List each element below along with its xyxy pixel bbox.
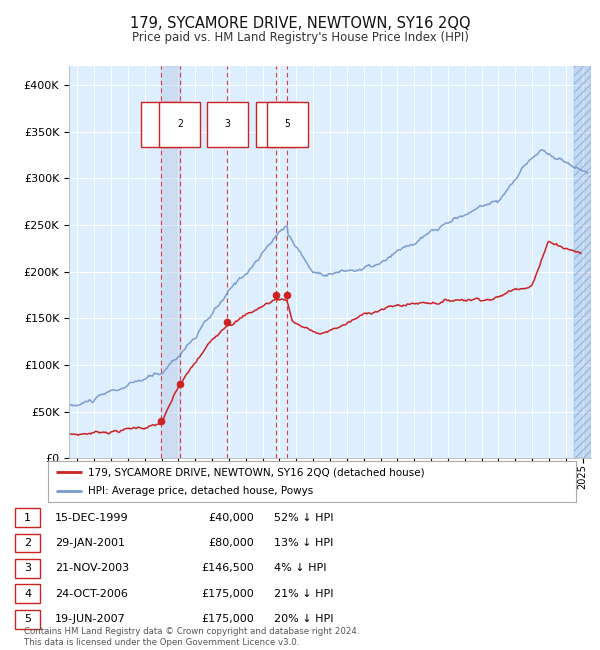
Text: 24-OCT-2006: 24-OCT-2006 xyxy=(55,589,128,599)
Text: HPI: Average price, detached house, Powys: HPI: Average price, detached house, Powy… xyxy=(88,486,313,496)
Text: 179, SYCAMORE DRIVE, NEWTOWN, SY16 2QQ (detached house): 179, SYCAMORE DRIVE, NEWTOWN, SY16 2QQ (… xyxy=(88,467,424,477)
Text: Price paid vs. HM Land Registry's House Price Index (HPI): Price paid vs. HM Land Registry's House … xyxy=(131,31,469,44)
Bar xyxy=(574,66,591,458)
Text: £146,500: £146,500 xyxy=(201,564,254,573)
Text: 15-DEC-1999: 15-DEC-1999 xyxy=(55,513,129,523)
Text: 4% ↓ HPI: 4% ↓ HPI xyxy=(274,564,326,573)
Text: £80,000: £80,000 xyxy=(208,538,254,548)
Text: 1: 1 xyxy=(24,513,31,523)
Text: 1: 1 xyxy=(158,119,164,129)
Text: £40,000: £40,000 xyxy=(208,513,254,523)
Text: 19-JUN-2007: 19-JUN-2007 xyxy=(55,614,126,624)
Text: 4: 4 xyxy=(274,119,279,129)
Text: 2: 2 xyxy=(24,538,31,548)
Text: 4: 4 xyxy=(24,589,31,599)
Text: 3: 3 xyxy=(24,564,31,573)
Text: 21-NOV-2003: 21-NOV-2003 xyxy=(55,564,130,573)
Text: Contains HM Land Registry data © Crown copyright and database right 2024.
This d: Contains HM Land Registry data © Crown c… xyxy=(24,627,359,647)
Text: 20% ↓ HPI: 20% ↓ HPI xyxy=(274,614,334,624)
FancyBboxPatch shape xyxy=(16,584,40,603)
FancyBboxPatch shape xyxy=(16,559,40,578)
Text: 2: 2 xyxy=(177,119,183,129)
Text: 21% ↓ HPI: 21% ↓ HPI xyxy=(274,589,334,599)
Text: £175,000: £175,000 xyxy=(201,589,254,599)
FancyBboxPatch shape xyxy=(16,508,40,527)
Text: 5: 5 xyxy=(24,614,31,624)
FancyBboxPatch shape xyxy=(16,534,40,552)
Text: 52% ↓ HPI: 52% ↓ HPI xyxy=(274,513,334,523)
Text: 13% ↓ HPI: 13% ↓ HPI xyxy=(274,538,334,548)
Bar xyxy=(574,66,591,458)
FancyBboxPatch shape xyxy=(16,610,40,629)
Text: 3: 3 xyxy=(224,119,230,129)
Text: 29-JAN-2001: 29-JAN-2001 xyxy=(55,538,125,548)
Text: 179, SYCAMORE DRIVE, NEWTOWN, SY16 2QQ: 179, SYCAMORE DRIVE, NEWTOWN, SY16 2QQ xyxy=(130,16,470,31)
Text: £175,000: £175,000 xyxy=(201,614,254,624)
Text: 5: 5 xyxy=(284,119,290,129)
Bar xyxy=(161,66,180,458)
